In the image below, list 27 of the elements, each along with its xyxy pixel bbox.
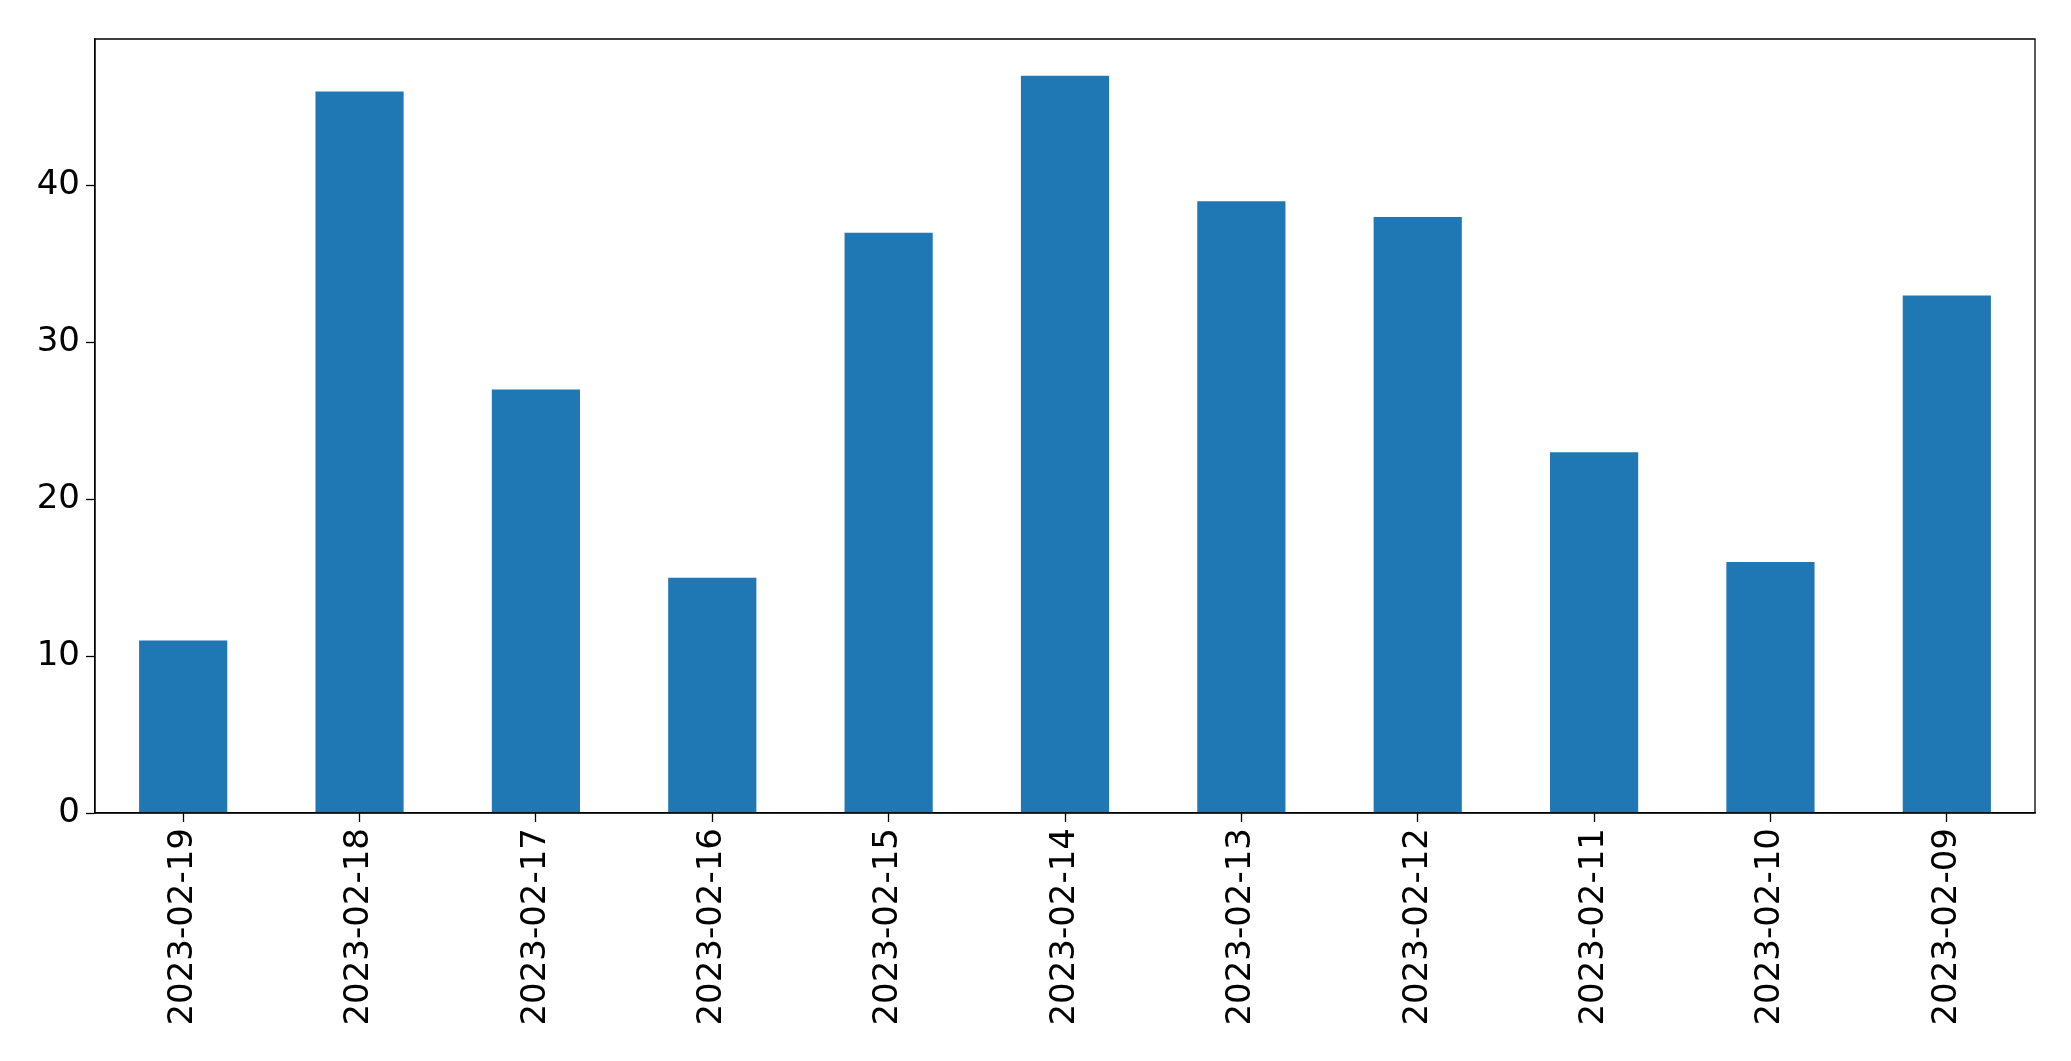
- y-tick-label: 10: [36, 632, 80, 673]
- bar: [1373, 217, 1462, 813]
- x-tick-label: 2023-02-14: [1041, 828, 1082, 1026]
- bar: [668, 577, 757, 813]
- x-tick-label: 2023-02-17: [512, 828, 553, 1026]
- bar: [1020, 75, 1110, 813]
- x-tick-label: 2023-02-09: [1923, 828, 1964, 1026]
- y-tick-label: 40: [36, 162, 80, 203]
- x-tick-label: 2023-02-10: [1747, 828, 1788, 1026]
- bar: [844, 232, 933, 813]
- x-tick-label: 2023-02-19: [160, 828, 201, 1026]
- x-tick-label: 2023-02-15: [865, 828, 906, 1026]
- bar: [315, 91, 404, 813]
- x-tick-label: 2023-02-18: [336, 828, 377, 1026]
- bar: [1902, 295, 1991, 813]
- bar: [1197, 201, 1286, 813]
- y-tick-label: 20: [36, 476, 80, 517]
- x-tick-label: 2023-02-13: [1218, 828, 1259, 1026]
- bar: [491, 389, 580, 813]
- y-tick-label: 0: [58, 789, 80, 830]
- bar: [1726, 562, 1815, 813]
- bar: [1550, 452, 1639, 813]
- y-tick-label: 30: [36, 319, 80, 360]
- x-tick-label: 2023-02-11: [1570, 828, 1611, 1026]
- x-tick-label: 2023-02-16: [689, 828, 730, 1026]
- x-tick-label: 2023-02-12: [1394, 828, 1435, 1026]
- bar: [139, 640, 228, 813]
